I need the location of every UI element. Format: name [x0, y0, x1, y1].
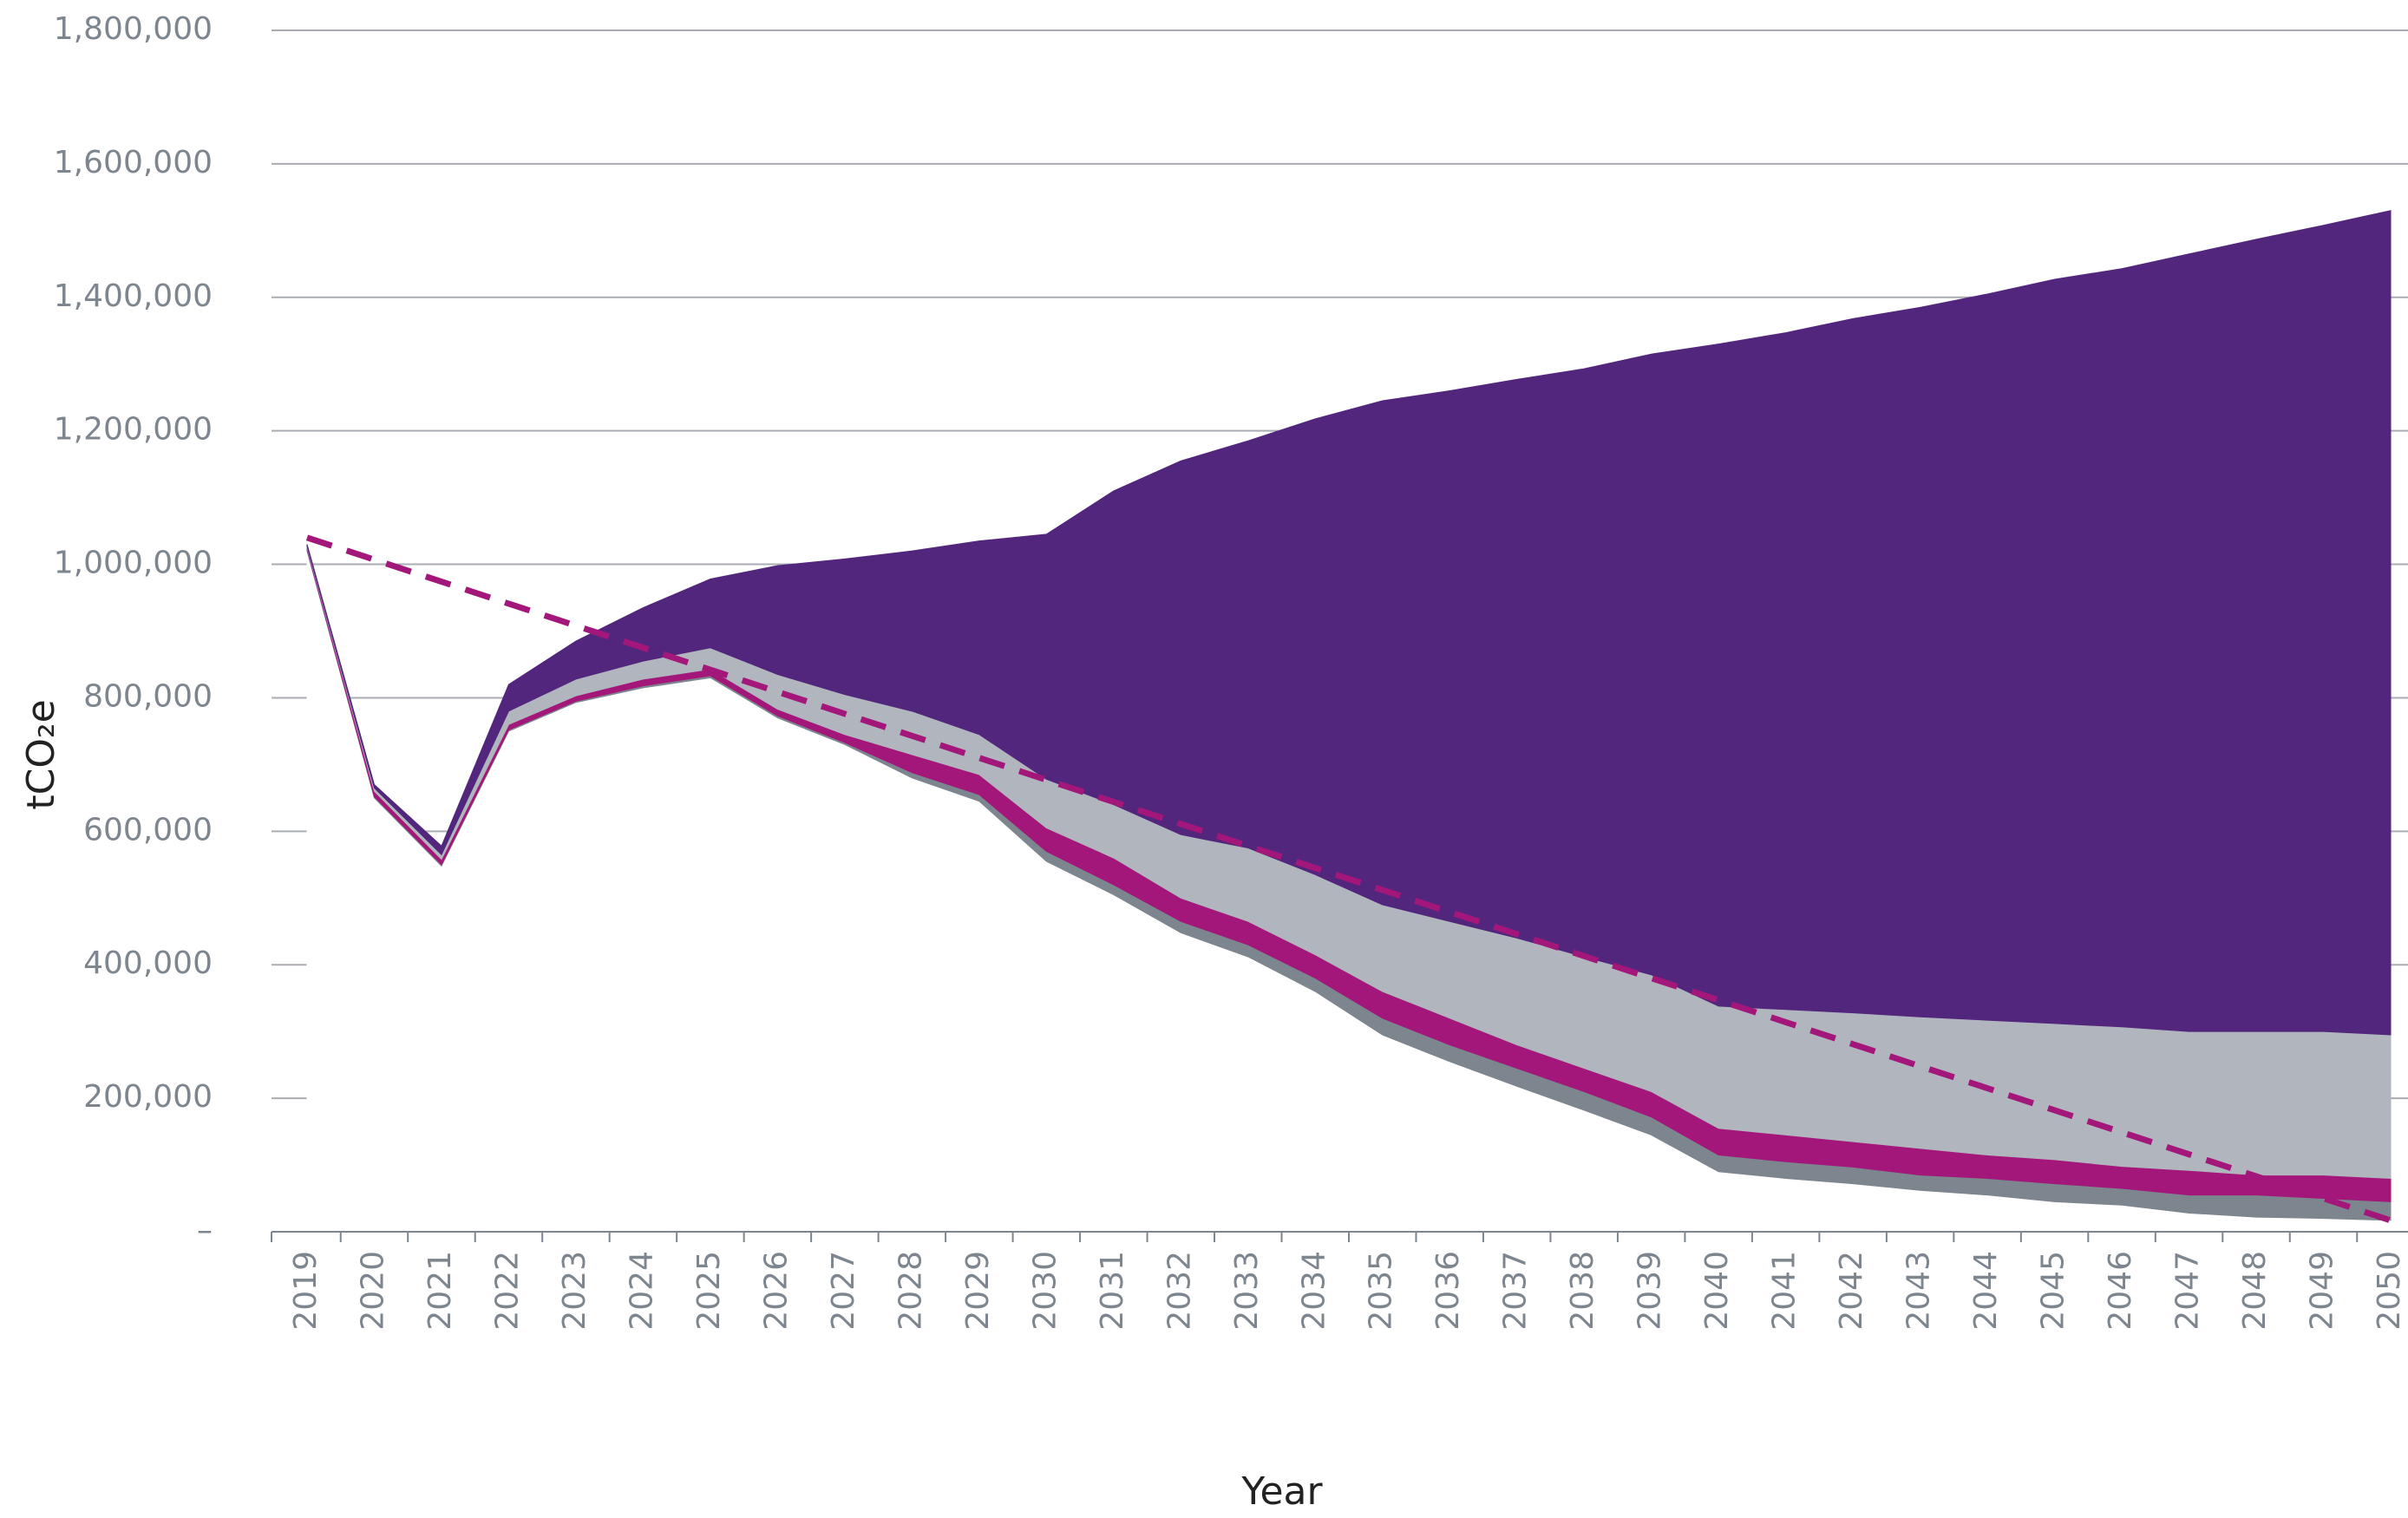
x-tick-label: 2023	[557, 1251, 592, 1331]
y-axis-title: tCO₂e	[19, 699, 63, 809]
x-tick-label: 2035	[1364, 1251, 1399, 1331]
x-tick-label: 2021	[422, 1251, 458, 1331]
x-tick-label: 2029	[960, 1251, 996, 1331]
x-tick-label: 2026	[758, 1251, 794, 1331]
x-tick-label: 2047	[2170, 1251, 2206, 1331]
x-tick-label: 2030	[1027, 1251, 1063, 1331]
x-tick-label: 2032	[1161, 1251, 1197, 1331]
y-tick-label: 1,000,000	[54, 546, 213, 581]
y-tick-label: 200,000	[83, 1079, 213, 1115]
x-tick-label: 2034	[1296, 1251, 1332, 1331]
x-tick-label: 2020	[355, 1251, 390, 1331]
x-tick-label: 2041	[1767, 1251, 1803, 1331]
x-tick-label: 2038	[1565, 1251, 1600, 1331]
x-tick-label: 2042	[1834, 1251, 1869, 1331]
x-tick-label: 2048	[2237, 1251, 2273, 1331]
x-tick-label: 2045	[2036, 1251, 2071, 1331]
x-tick-label: 2022	[489, 1251, 525, 1331]
x-tick-label: 2049	[2305, 1251, 2340, 1331]
x-tick-label: 2025	[691, 1251, 727, 1331]
y-tick-label: 400,000	[83, 945, 213, 981]
y-tick-label: 1,600,000	[54, 145, 213, 180]
y-tick-label: –	[197, 1213, 213, 1248]
x-tick-label: 2040	[1699, 1251, 1735, 1331]
y-tick-label: 1,200,000	[54, 412, 213, 448]
x-tick-label: 2046	[2103, 1251, 2138, 1331]
x-tick-label: 2043	[1901, 1251, 1937, 1331]
x-tick-label: 2050	[2372, 1251, 2407, 1331]
y-tick-label: 1,800,000	[54, 11, 213, 47]
x-tick-label: 2019	[288, 1251, 324, 1331]
x-tick-label: 2044	[1968, 1251, 2004, 1331]
y-tick-label: 800,000	[83, 678, 213, 714]
x-tick-label: 2033	[1229, 1251, 1265, 1331]
y-tick-label: 600,000	[83, 812, 213, 847]
x-tick-label: 2037	[1498, 1251, 1534, 1331]
area	[306, 210, 2392, 1036]
x-axis-title: Year	[1240, 1469, 1323, 1514]
y-tick-label: 1,400,000	[54, 278, 213, 314]
target-line	[305, 534, 2392, 1224]
x-tick-label: 2027	[826, 1251, 861, 1331]
x-tick-label: 2036	[1430, 1251, 1466, 1331]
x-tick-label: 2031	[1095, 1251, 1130, 1331]
x-tick-label: 2039	[1633, 1251, 1668, 1331]
x-tick-label: 2024	[624, 1251, 659, 1331]
x-tick-label: 2028	[893, 1251, 928, 1331]
